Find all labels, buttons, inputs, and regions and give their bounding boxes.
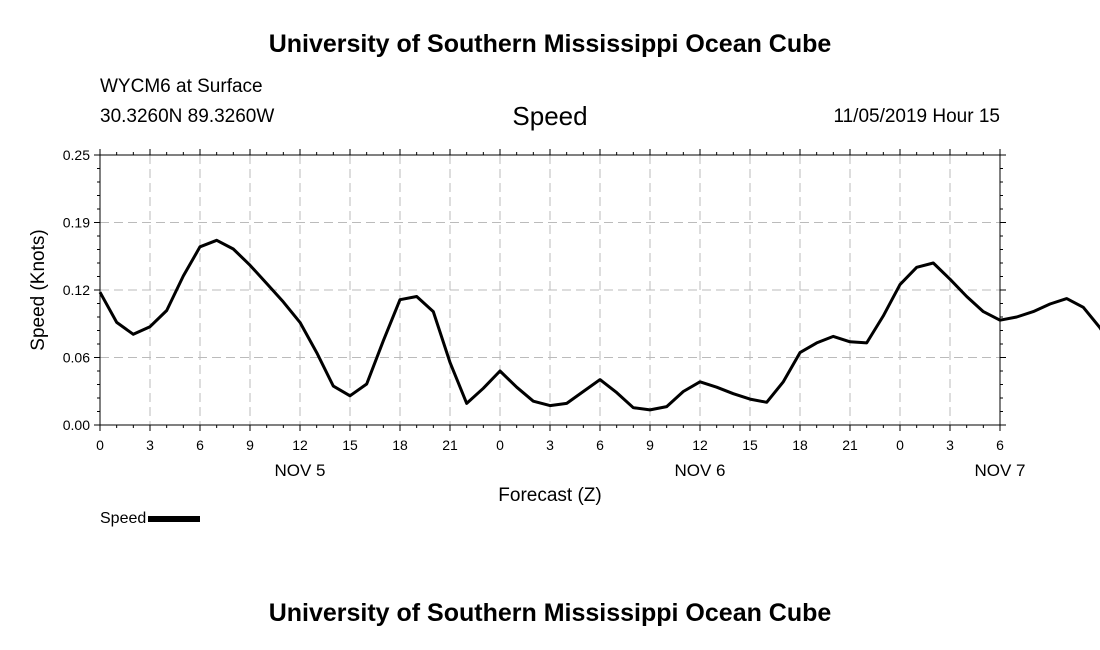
- x-tick-label: 3: [946, 437, 954, 453]
- y-tick-label: 0.12: [63, 282, 90, 298]
- forecast-timestamp: 11/05/2019 Hour 15: [833, 106, 1000, 127]
- day-label: NOV 7: [974, 461, 1025, 480]
- x-tick-label: 6: [596, 437, 604, 453]
- footer-title: University of Southern Mississippi Ocean…: [268, 599, 832, 627]
- x-tick-label: 3: [546, 437, 554, 453]
- y-tick-label: 0.19: [63, 215, 90, 231]
- x-tick-label: 18: [792, 437, 808, 453]
- x-tick-label: 9: [246, 437, 254, 453]
- x-tick-label: 18: [392, 437, 408, 453]
- speed-series-line: [98, 238, 1100, 412]
- header-title: University of Southern Mississippi Ocean…: [268, 30, 832, 58]
- x-tick-label: 21: [442, 437, 458, 453]
- legend-label: Speed: [100, 510, 147, 527]
- station-coords: 30.3260N 89.3260W: [100, 106, 275, 127]
- x-tick-label: 12: [292, 437, 308, 453]
- day-label: NOV 6: [674, 461, 725, 480]
- y-axis-label: Speed (Knots): [28, 229, 49, 350]
- x-tick-label: 15: [742, 437, 758, 453]
- y-tick-label: 0.00: [63, 417, 90, 433]
- x-tick-label: 0: [496, 437, 504, 453]
- legend-line-swatch: [148, 516, 201, 522]
- chart-title: Speed: [512, 101, 588, 131]
- x-tick-label: 21: [842, 437, 858, 453]
- x-tick-label: 0: [896, 437, 904, 453]
- legend: Speed: [100, 510, 201, 528]
- day-label: NOV 5: [274, 461, 325, 480]
- y-tick-label: 0.06: [63, 350, 90, 366]
- x-tick-label: 15: [342, 437, 358, 453]
- x-tick-label: 0: [96, 437, 104, 453]
- plot-frame: [99, 154, 1001, 426]
- x-tick-label: 6: [996, 437, 1004, 453]
- x-axis-label: Forecast (Z): [498, 485, 601, 506]
- y-tick-label: 0.25: [63, 147, 90, 163]
- x-tick-label: 9: [646, 437, 654, 453]
- x-tick-label: 6: [196, 437, 204, 453]
- x-tick-label: 12: [692, 437, 708, 453]
- station-name: WYCM6 at Surface: [100, 76, 263, 97]
- x-tick-label: 3: [146, 437, 154, 453]
